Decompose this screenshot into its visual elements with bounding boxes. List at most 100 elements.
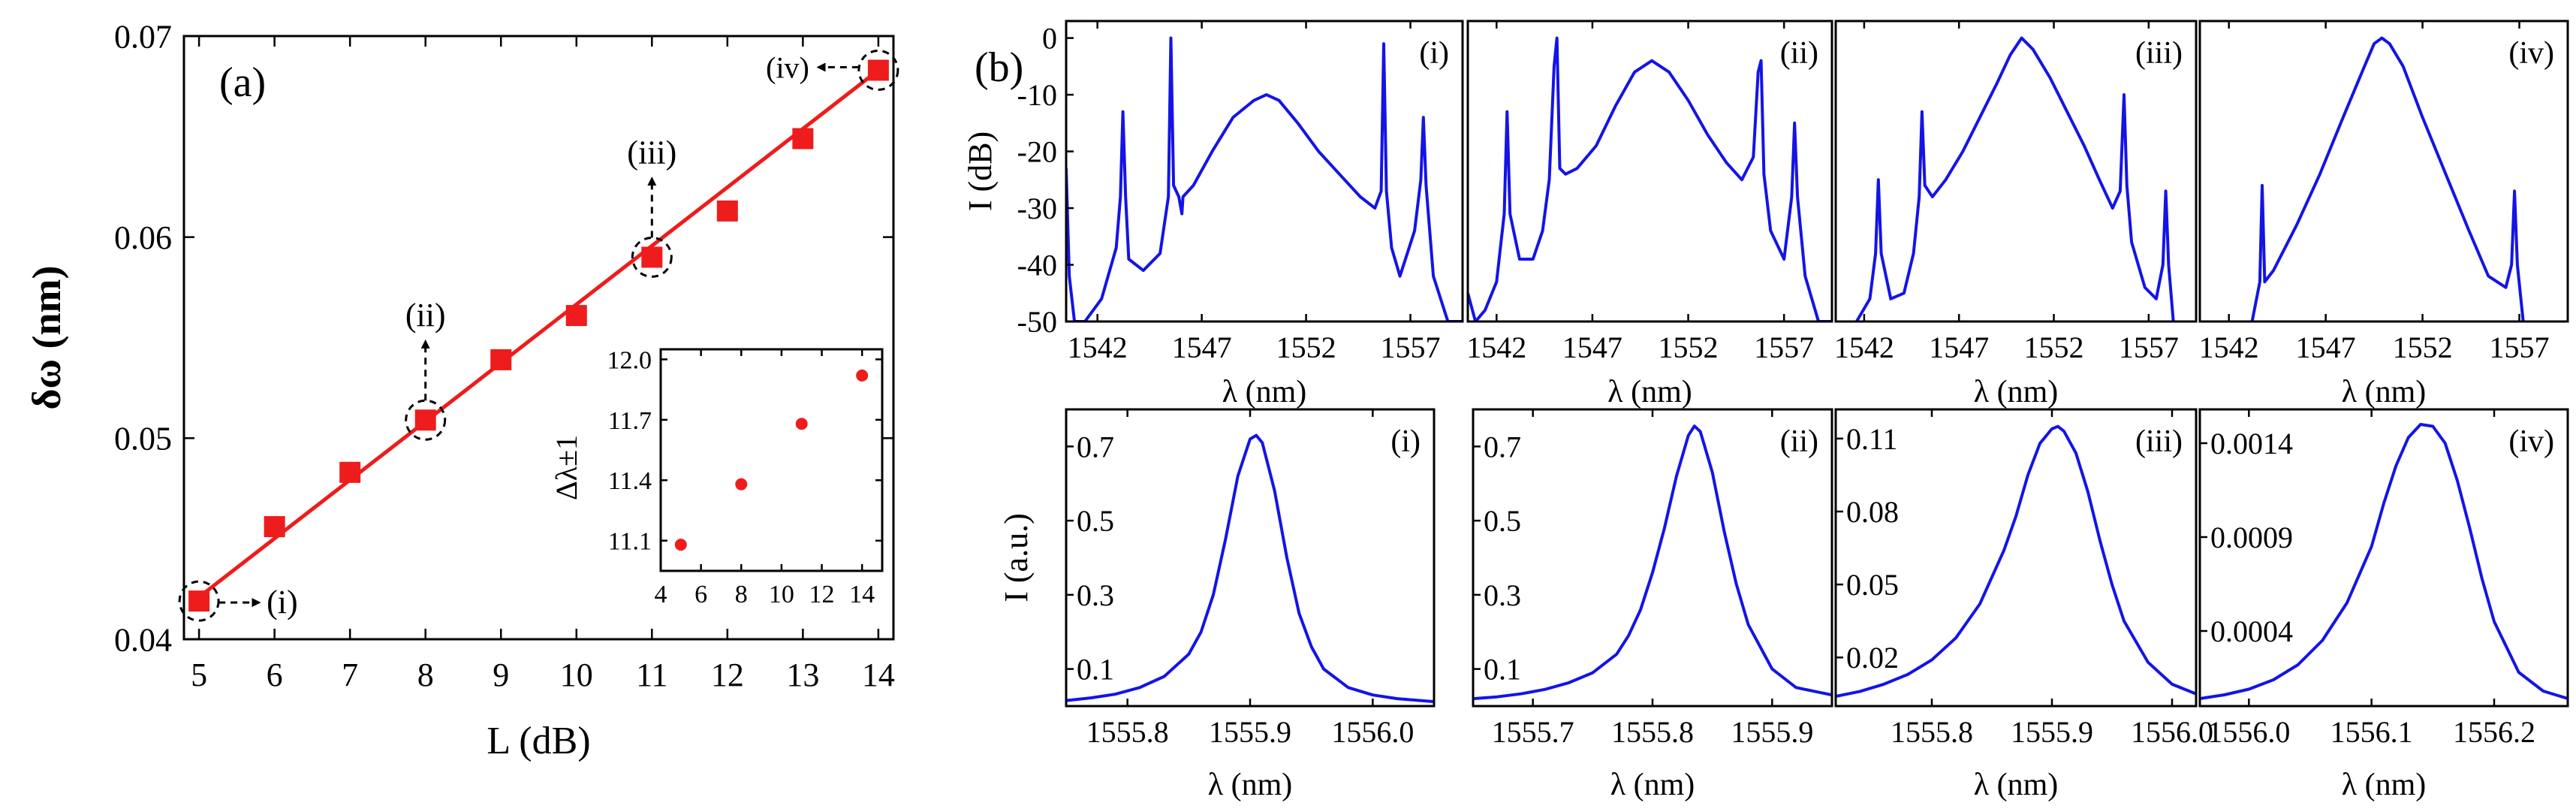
inset-data-point — [735, 478, 748, 491]
plot-bg — [2200, 409, 2568, 706]
y-tick-label: 0.05 — [1846, 568, 1899, 602]
x-tick-label: 1555.9 — [2011, 715, 2093, 749]
data-point — [188, 590, 210, 612]
subplot-tag: (i) — [1390, 424, 1421, 459]
x-tick-label: 1555.9 — [1731, 715, 1813, 749]
x-tick-label: 13 — [786, 657, 819, 693]
x-tick-label: 1547 — [2296, 331, 2356, 364]
x-tick-label: 14 — [862, 657, 895, 693]
data-point — [414, 409, 436, 431]
panel-a: 5 6 7 8 9 10 11 12 13 14 0.04 0.05 0.06 0.07 L (dB) δω … — [24, 18, 899, 762]
y-tick-label: 0.3 — [1484, 578, 1521, 612]
inset-data-point — [674, 539, 687, 551]
fit-line — [197, 68, 880, 599]
x-tick-label: 1557 — [2490, 331, 2550, 364]
x-tick-label: 1555.8 — [1891, 715, 1973, 749]
series-line — [1066, 36, 1463, 321]
y-tick-label: 0.0009 — [2210, 521, 2293, 554]
x-tick-label: 11 — [636, 657, 667, 693]
x-tick-label: 12 — [809, 581, 835, 608]
subplot-tag: (iii) — [2135, 36, 2183, 71]
x-axis-label: L (dB) — [487, 720, 590, 762]
data-point — [490, 349, 512, 370]
callout-label: (iv) — [766, 51, 809, 85]
x-axis-label: λ (nm) — [1607, 375, 1692, 409]
x-tick-label: 6 — [694, 581, 707, 608]
x-tick-label: 10 — [769, 581, 794, 608]
y-axis-label: δω (nm) — [24, 266, 69, 410]
y-tick-label: 0.3 — [1077, 578, 1114, 612]
x-tick-label: 1542 — [1466, 331, 1526, 364]
plot-frame — [2198, 20, 2569, 323]
y-tick-label: 0.7 — [1077, 430, 1114, 463]
x-axis-label: λ (nm) — [1222, 375, 1307, 409]
data-point — [867, 59, 889, 81]
x-tick-label: 1547 — [1172, 331, 1232, 364]
y-tick-label: 11.7 — [608, 407, 652, 435]
y-tick-label: 0.0004 — [2210, 614, 2293, 648]
plot-bg — [1066, 409, 1434, 706]
plot-frame — [1834, 20, 2198, 323]
subplot-tag: (iii) — [2135, 424, 2183, 459]
y-tick-label: 11.1 — [608, 528, 652, 556]
y-tick-label: 0.5 — [1484, 504, 1521, 538]
y-tick-label: 0.5 — [1077, 504, 1114, 538]
subplot-bottom-4: 1556.0 1556.1 1556.2 0.0004 0.0009 0.0014 (iv)… — [2198, 408, 2569, 802]
data-point — [339, 461, 361, 483]
inset-data-point — [856, 369, 869, 382]
callout-label: (i) — [267, 584, 298, 620]
x-tick-label: 10 — [560, 657, 593, 693]
y-tick-label: -20 — [1017, 135, 1057, 169]
x-tick-label: 1556.0 — [2131, 715, 2213, 749]
x-tick-label: 1556.2 — [2453, 715, 2535, 749]
x-tick-label: 1557 — [1381, 331, 1441, 364]
data-point — [716, 200, 738, 222]
y-tick-label: 0.0014 — [2210, 427, 2293, 460]
x-tick-label: 1552 — [2024, 331, 2084, 364]
y-tick-label: 0.08 — [1846, 495, 1899, 529]
x-tick-label: 1556.1 — [2330, 715, 2413, 749]
plot-bg — [1468, 21, 1832, 321]
x-tick-label: 1555.7 — [1492, 715, 1574, 749]
x-tick-label: 1555.9 — [1209, 715, 1291, 749]
series-line — [1468, 36, 1832, 321]
x-axis-label: λ (nm) — [1610, 768, 1695, 802]
y-tick-label: -30 — [1017, 192, 1057, 225]
plot-bg — [1473, 409, 1832, 706]
y-tick-label: 0 — [1042, 22, 1057, 56]
x-tick-label: 1552 — [2393, 331, 2453, 364]
highlight-circle — [631, 236, 673, 278]
x-axis-label: λ (nm) — [1974, 375, 2059, 409]
plot-bg — [1836, 409, 2196, 706]
x-axis-label: λ (nm) — [1208, 768, 1293, 802]
x-tick-label: 1542 — [1834, 331, 1894, 364]
subplot-tag: (iv) — [2508, 424, 2554, 459]
data-point — [565, 305, 587, 327]
plot-frame — [1466, 20, 1833, 323]
x-tick-label: 8 — [417, 657, 434, 693]
y-tick-label: 12.0 — [607, 346, 652, 374]
x-tick-label: 1547 — [1562, 331, 1622, 364]
x-tick-label: 1552 — [1659, 331, 1719, 364]
plot-frame — [1834, 408, 2198, 708]
y-tick-label: 0.7 — [1484, 430, 1521, 463]
x-tick-label: 1555.8 — [1086, 715, 1169, 749]
x-tick-label: 14 — [849, 581, 875, 608]
inset-data-point — [795, 418, 808, 430]
x-tick-label: 12 — [711, 657, 744, 693]
y-tick-label: 0.04 — [114, 621, 172, 658]
data-point — [641, 246, 663, 268]
subplot-tag: (ii) — [1780, 36, 1818, 71]
x-tick-label: 9 — [493, 657, 509, 693]
subplot-top-2: 1542 1547 1552 1557 (ii) λ (nm) — [1466, 20, 1833, 409]
series-line — [2200, 423, 2568, 700]
plot-bg — [1066, 21, 1463, 321]
x-tick-label: 1556.0 — [2207, 715, 2290, 749]
y-tick-label: 11.4 — [608, 467, 652, 495]
highlight-circle — [178, 580, 220, 622]
x-tick-label: 5 — [191, 657, 207, 693]
x-tick-label: 1557 — [1754, 331, 1814, 364]
data-point — [264, 516, 285, 538]
x-tick-label: 1556.0 — [1331, 715, 1414, 749]
